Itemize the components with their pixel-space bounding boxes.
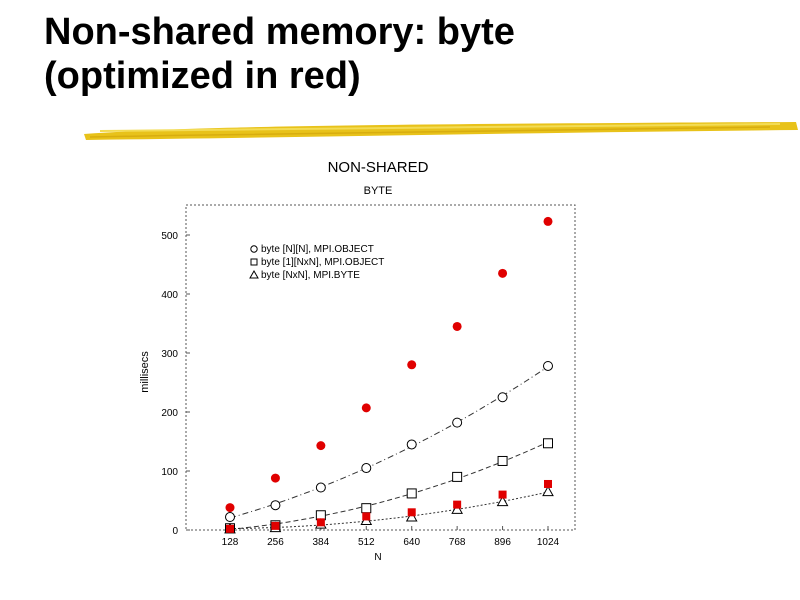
data-point — [407, 508, 416, 517]
x-tick-label: 896 — [494, 537, 511, 548]
data-point — [497, 455, 508, 466]
data-point — [407, 360, 417, 370]
data-point — [498, 490, 507, 499]
legend-label: byte [N][N], MPI.OBJECT — [261, 244, 374, 255]
legend-item: byte [N][N], MPI.OBJECT — [250, 244, 374, 255]
chart-subtitle: BYTE — [364, 185, 393, 197]
y-tick-label: 500 — [161, 231, 178, 242]
x-tick-label: 256 — [267, 537, 284, 548]
data-point — [270, 473, 280, 483]
data-point — [543, 438, 553, 449]
y-axis: 0 100 200 300 400 500 — [161, 231, 190, 537]
data-point — [361, 503, 372, 514]
y-tick-label: 100 — [161, 467, 178, 478]
chart-title: NON-SHARED — [328, 159, 429, 176]
x-axis-label: N — [374, 552, 381, 563]
trend-line — [230, 491, 549, 529]
trend-lines — [229, 366, 549, 530]
x-tick-label: 512 — [358, 537, 375, 548]
data-point — [543, 216, 553, 226]
trend-line — [229, 366, 549, 519]
slide-title: Non-shared memory: byte (optimized in re… — [44, 10, 764, 98]
data-point — [452, 321, 462, 331]
data-point — [452, 471, 463, 482]
legend-item: byte [NxN], MPI.BYTE — [249, 269, 360, 281]
data-point — [225, 512, 235, 523]
y-tick-label: 300 — [161, 349, 178, 360]
data-point — [316, 441, 326, 451]
plot-frame — [185, 204, 576, 531]
x-tick-label: 128 — [222, 537, 239, 548]
y-axis-label: millisecs — [139, 351, 151, 393]
trend-line — [229, 441, 549, 530]
legend-marker — [250, 258, 258, 266]
data-point — [544, 479, 552, 488]
data-point — [361, 403, 371, 413]
data-point — [451, 503, 463, 514]
data-point — [361, 463, 372, 474]
data-point — [226, 524, 234, 533]
legend-marker — [250, 245, 258, 253]
slide-title-line-1: Non-shared memory: byte — [44, 11, 515, 53]
data-point — [270, 500, 281, 511]
data-point — [453, 500, 462, 509]
data-point — [406, 439, 417, 450]
data-point — [405, 510, 418, 522]
data-point — [225, 503, 235, 513]
x-tick-label: 384 — [313, 537, 330, 548]
data-point — [315, 482, 326, 493]
y-tick-label: 0 — [172, 526, 178, 537]
data-point — [496, 495, 509, 507]
x-tick-label: 640 — [403, 537, 420, 548]
data-point — [271, 521, 280, 530]
data-point — [542, 485, 554, 497]
legend-marker — [249, 269, 259, 279]
data-point — [498, 268, 508, 278]
slide-title-line-2: (optimized in red) — [44, 55, 361, 97]
y-tick-label: 400 — [161, 290, 178, 301]
legend-label: byte [1][NxN], MPI.OBJECT — [261, 257, 384, 268]
data-point — [406, 488, 417, 499]
y-tick-label: 200 — [161, 408, 178, 419]
x-tick-label: 768 — [449, 537, 466, 548]
legend-label: byte [NxN], MPI.BYTE — [261, 270, 360, 281]
data-point — [452, 417, 463, 428]
data-point — [497, 392, 508, 403]
title-underline-highlight — [84, 122, 798, 140]
data-point — [316, 518, 325, 527]
legend-item: byte [1][NxN], MPI.OBJECT — [250, 257, 384, 268]
data-points — [224, 216, 554, 534]
legend: byte [N][N], MPI.OBJECT byte [1][NxN], MP… — [249, 244, 384, 281]
data-point — [543, 360, 553, 371]
data-point — [362, 512, 371, 521]
x-tick-label: 1024 — [537, 537, 560, 548]
